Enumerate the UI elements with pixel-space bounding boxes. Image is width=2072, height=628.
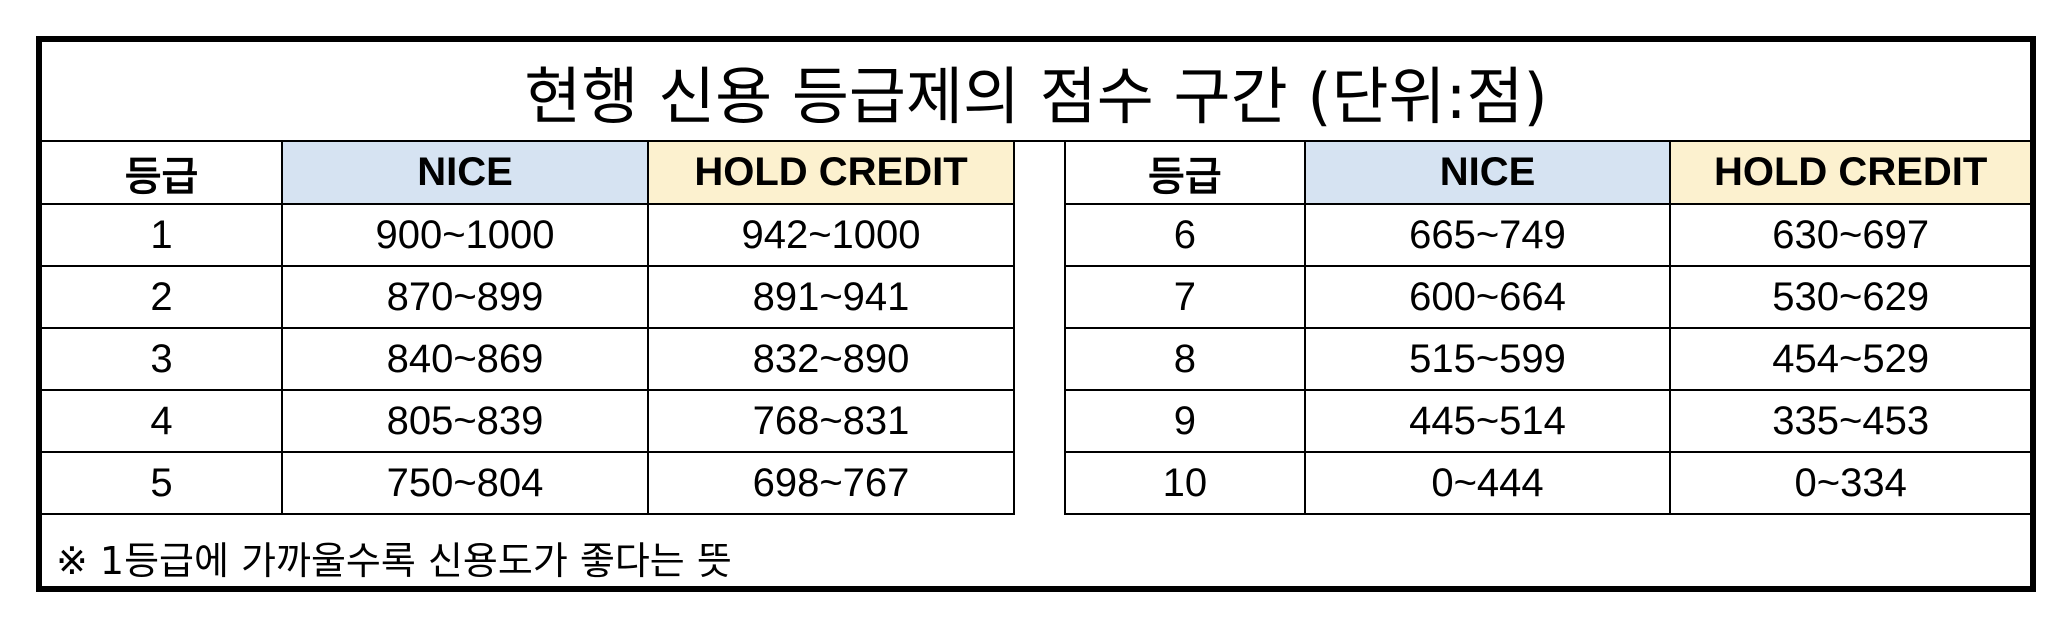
grade-cell: 10 [1064, 451, 1306, 515]
nice-range-cell: 840~869 [281, 327, 649, 391]
credit-grade-frame: 현행 신용 등급제의 점수 구간 (단위:점) 등급 NICE HOLD CRE… [36, 36, 2036, 592]
header-hold-credit: HOLD CREDIT [647, 142, 1015, 205]
grade-cell: 3 [42, 327, 283, 391]
nice-range-cell: 0~444 [1303, 451, 1672, 515]
table-row: 4 805~839 768~831 [42, 389, 1015, 453]
header-nice: NICE [1303, 142, 1672, 205]
grade-cell: 5 [42, 451, 283, 515]
grade-table-right: 등급 NICE HOLD CREDIT 6 665~749 630~697 7 … [1064, 142, 2030, 515]
grade-cell: 1 [42, 204, 283, 267]
table-row: 5 750~804 698~767 [42, 451, 1015, 515]
grade-cell: 2 [42, 265, 283, 329]
grade-cell: 8 [1064, 327, 1306, 391]
hold-credit-range-cell: 0~334 [1669, 451, 2030, 515]
hold-credit-range-cell: 942~1000 [647, 204, 1015, 267]
grade-cell: 9 [1064, 389, 1306, 453]
grade-cell: 4 [42, 389, 283, 453]
hold-credit-range-cell: 832~890 [647, 327, 1015, 391]
table-row: 2 870~899 891~941 [42, 265, 1015, 329]
grade-cell: 6 [1064, 204, 1306, 267]
grade-table-left: 등급 NICE HOLD CREDIT 1 900~1000 942~1000 … [42, 142, 1015, 515]
hold-credit-range-cell: 530~629 [1669, 265, 2030, 329]
nice-range-cell: 750~804 [281, 451, 649, 515]
table-row: 1 900~1000 942~1000 [42, 204, 1015, 267]
header-nice: NICE [281, 142, 649, 205]
nice-range-cell: 805~839 [281, 389, 649, 453]
hold-credit-range-cell: 454~529 [1669, 327, 2030, 391]
nice-range-cell: 600~664 [1303, 265, 1672, 329]
table-row: 3 840~869 832~890 [42, 327, 1015, 391]
table-row: 7 600~664 530~629 [1064, 265, 2030, 329]
nice-range-cell: 445~514 [1303, 389, 1672, 453]
table-row: 10 0~444 0~334 [1064, 451, 2030, 515]
table-row: 9 445~514 335~453 [1064, 389, 2030, 453]
grade-cell: 7 [1064, 265, 1306, 329]
nice-range-cell: 665~749 [1303, 204, 1672, 267]
hold-credit-range-cell: 335~453 [1669, 389, 2030, 453]
nice-range-cell: 515~599 [1303, 327, 1672, 391]
hold-credit-range-cell: 891~941 [647, 265, 1015, 329]
page-title: 현행 신용 등급제의 점수 구간 (단위:점) [42, 42, 2030, 142]
header-grade: 등급 [42, 142, 283, 205]
footnote: ※ 1등급에 가까울수록 신용도가 좋다는 뜻 [56, 538, 732, 583]
table-header-row: 등급 NICE HOLD CREDIT [42, 142, 1015, 205]
header-hold-credit: HOLD CREDIT [1669, 142, 2030, 205]
hold-credit-range-cell: 768~831 [647, 389, 1015, 453]
header-grade: 등급 [1064, 142, 1306, 205]
nice-range-cell: 900~1000 [281, 204, 649, 267]
hold-credit-range-cell: 630~697 [1669, 204, 2030, 267]
table-header-row: 등급 NICE HOLD CREDIT [1064, 142, 2030, 205]
hold-credit-range-cell: 698~767 [647, 451, 1015, 515]
table-row: 8 515~599 454~529 [1064, 327, 2030, 391]
nice-range-cell: 870~899 [281, 265, 649, 329]
table-row: 6 665~749 630~697 [1064, 204, 2030, 267]
